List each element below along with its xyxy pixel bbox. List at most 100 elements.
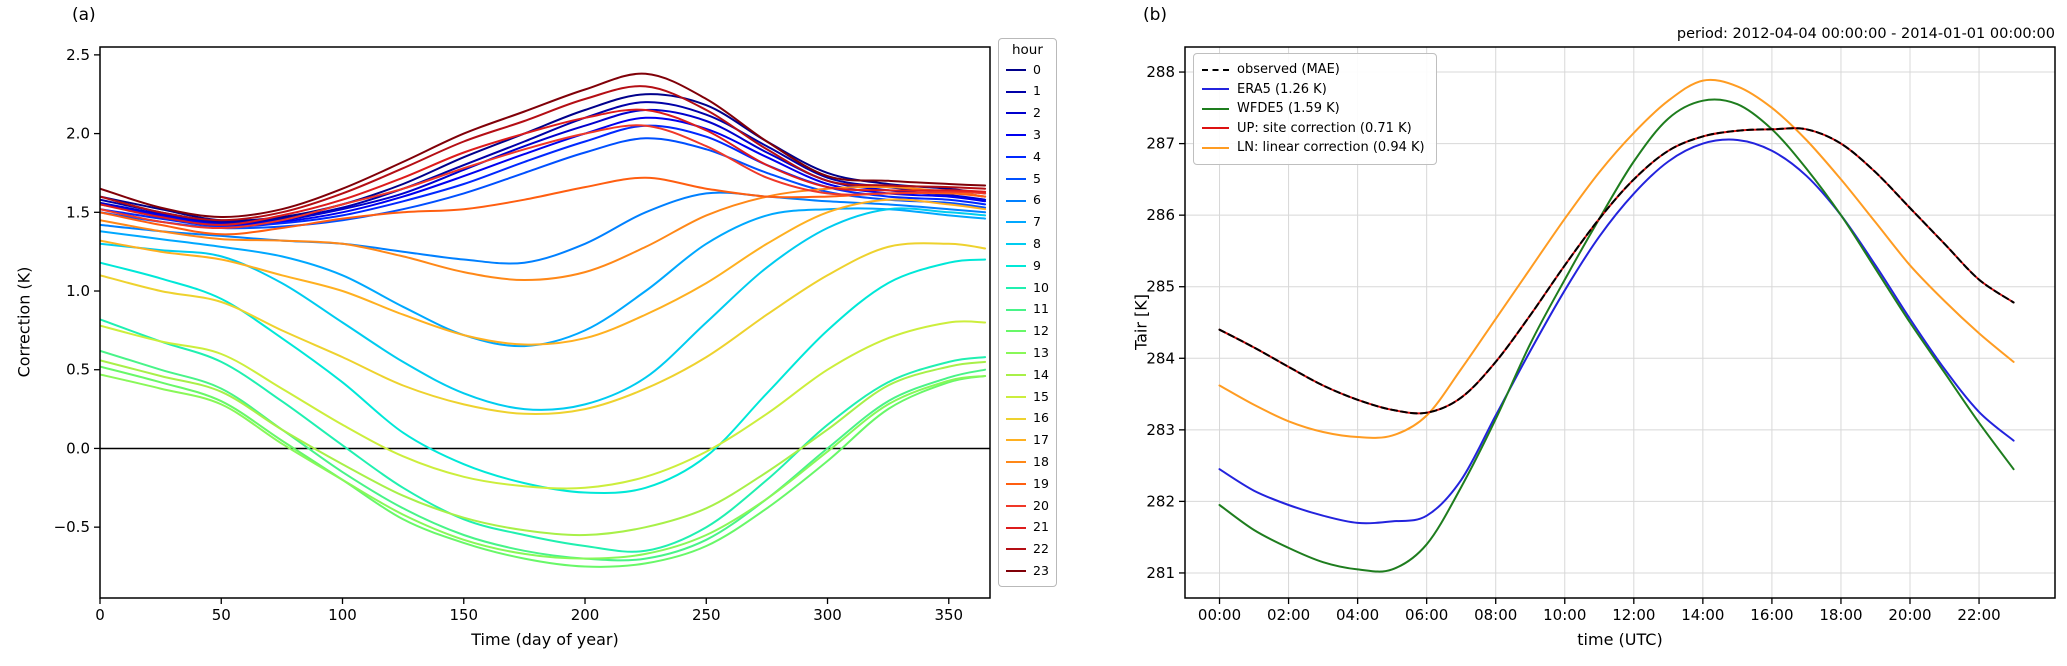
legend-label: 15 bbox=[1033, 388, 1049, 404]
legend-label: 18 bbox=[1033, 453, 1049, 469]
legend-item-hour-21: 21 bbox=[1006, 517, 1049, 539]
legend-label: 23 bbox=[1033, 562, 1049, 578]
series-a-22 bbox=[100, 85, 987, 222]
legend-label: 19 bbox=[1033, 475, 1049, 491]
legend-label: 5 bbox=[1033, 170, 1041, 186]
legend-label: 17 bbox=[1033, 432, 1049, 448]
series-a-17 bbox=[100, 198, 987, 346]
legend-swatch bbox=[1006, 330, 1026, 333]
legend-swatch bbox=[1006, 286, 1026, 289]
legend-label: 3 bbox=[1033, 127, 1041, 143]
y-tick-label: 2.0 bbox=[66, 125, 90, 143]
panel-a-label: (a) bbox=[72, 5, 96, 25]
panel-b-plot: 00:00 02:00 04:00 06:00 08:00 10:00 12:00 14:00… bbox=[1146, 46, 2056, 624]
x-tick-label: 200 bbox=[571, 606, 600, 624]
y-tick-label: 282 bbox=[1146, 492, 1175, 510]
series-b-up-site-correction-0-71-k bbox=[1218, 127, 2015, 415]
legend-label: WFDE5 (1.59 K) bbox=[1237, 101, 1340, 117]
legend-swatch bbox=[1006, 548, 1026, 551]
series-a-13 bbox=[100, 373, 987, 560]
series-b-era5-1-26-k bbox=[1218, 138, 2015, 525]
legend-swatch bbox=[1006, 526, 1026, 529]
legend-label: 10 bbox=[1033, 279, 1049, 295]
legend-item-hour-14: 14 bbox=[1006, 364, 1049, 386]
legend-swatch bbox=[1202, 127, 1229, 130]
legend-item-hour-7: 7 bbox=[1006, 212, 1049, 234]
panel-a-legend-items: 0 1 2 3 4 5 6 7 8 9 10 11 12 13 14 15 16 17 18 19 20 21 22 23 bbox=[1006, 59, 1049, 582]
panel-b-ylabel: Tair [K] bbox=[1131, 293, 1151, 351]
legend-swatch bbox=[1006, 177, 1026, 180]
x-tick-label: 10:00 bbox=[1543, 606, 1586, 624]
legend-label: 6 bbox=[1033, 192, 1041, 208]
x-tick-label: 04:00 bbox=[1336, 606, 1379, 624]
y-tick-label: 286 bbox=[1146, 206, 1175, 224]
panel-a-ylabel: Correction (K) bbox=[14, 266, 34, 378]
legend-swatch bbox=[1006, 90, 1026, 93]
legend-swatch bbox=[1202, 68, 1229, 71]
y-tick-label: 0.0 bbox=[66, 439, 90, 457]
legend-label: 1 bbox=[1033, 83, 1041, 99]
y-tick-label: 0.5 bbox=[66, 361, 90, 379]
legend-item-hour-11: 11 bbox=[1006, 299, 1049, 321]
x-tick-label: 0 bbox=[95, 606, 105, 624]
axes-spines bbox=[99, 46, 991, 599]
legend-label: 21 bbox=[1033, 519, 1049, 535]
y-tick-label: 284 bbox=[1146, 349, 1175, 367]
legend-swatch bbox=[1006, 308, 1026, 311]
legend-item-hour-4: 4 bbox=[1006, 146, 1049, 168]
series-a-14 bbox=[100, 359, 987, 537]
y-tick-label: 287 bbox=[1146, 135, 1175, 153]
x-tick-label: 14:00 bbox=[1681, 606, 1724, 624]
legend-swatch bbox=[1006, 199, 1026, 202]
legend-item-hour-1: 1 bbox=[1006, 81, 1049, 103]
panel-b-title: period: 2012-04-04 00:00:00 - 2014-01-01… bbox=[1676, 26, 2055, 42]
legend-item-hour-9: 9 bbox=[1006, 255, 1049, 277]
legend-item-hour-20: 20 bbox=[1006, 495, 1049, 517]
legend-item-hour-13: 13 bbox=[1006, 342, 1049, 364]
series-a-6 bbox=[100, 191, 987, 265]
series-a-12 bbox=[100, 365, 987, 568]
panel-a: 0 50 100 150 200 250 300 350 −0.5 0.0 0.5 1.0 1.5 2.0… bbox=[14, 5, 1057, 649]
legend-label: 22 bbox=[1033, 541, 1049, 557]
x-tick-label: 00:00 bbox=[1198, 606, 1241, 624]
legend-label: 11 bbox=[1033, 301, 1049, 317]
legend-swatch bbox=[1006, 265, 1026, 268]
legend-item-hour-12: 12 bbox=[1006, 321, 1049, 343]
x-tick-label: 350 bbox=[934, 606, 963, 624]
legend-item-hour-16: 16 bbox=[1006, 408, 1049, 430]
legend-swatch bbox=[1202, 146, 1229, 149]
legend-item-hour-23: 23 bbox=[1006, 560, 1049, 582]
legend-swatch bbox=[1006, 570, 1026, 573]
legend-swatch bbox=[1202, 107, 1229, 110]
x-tick-label: 16:00 bbox=[1750, 606, 1793, 624]
legend-item-ln-linear-correction-0-94-k: LN: linear correction (0.94 K) bbox=[1202, 138, 1425, 158]
series-a-23 bbox=[100, 72, 987, 219]
legend-label: 9 bbox=[1033, 257, 1041, 273]
axes-spines bbox=[1184, 46, 2056, 599]
legend-item-hour-5: 5 bbox=[1006, 168, 1049, 190]
legend-label: 4 bbox=[1033, 148, 1041, 164]
panel-b-xlabel: time (UTC) bbox=[1577, 630, 1663, 649]
series-a-18 bbox=[100, 185, 987, 281]
legend-swatch bbox=[1006, 221, 1026, 224]
legend-item-hour-10: 10 bbox=[1006, 277, 1049, 299]
legend-item-hour-17: 17 bbox=[1006, 430, 1049, 452]
x-tick-label: 100 bbox=[328, 606, 357, 624]
series-a-15 bbox=[100, 320, 987, 490]
legend-label: 7 bbox=[1033, 214, 1041, 230]
legend-swatch bbox=[1006, 461, 1026, 464]
y-tick-label: 281 bbox=[1146, 564, 1175, 582]
panel-b: 00:00 02:00 04:00 06:00 08:00 10:00 12:00 14:00… bbox=[1065, 0, 2067, 666]
legend-label: LN: linear correction (0.94 K) bbox=[1237, 140, 1425, 156]
legend-swatch bbox=[1006, 352, 1026, 355]
legend-item-hour-6: 6 bbox=[1006, 190, 1049, 212]
panel-a-legend: hour 0 1 2 3 4 5 6 7 8 9 10 11 12 13 14 15 16 17 18 19 20 21 2… bbox=[998, 38, 1057, 588]
x-tick-label: 18:00 bbox=[1819, 606, 1862, 624]
series-group bbox=[100, 72, 987, 568]
series-a-16 bbox=[100, 242, 987, 415]
x-tick-label: 250 bbox=[692, 606, 721, 624]
legend-swatch bbox=[1006, 68, 1026, 71]
y-tick-label: 283 bbox=[1146, 421, 1175, 439]
panel-a-plot: 0 50 100 150 200 250 300 350 −0.5 0.0 0.5 1.0 1.5 2.0… bbox=[54, 46, 991, 624]
y-tick-label: 1.5 bbox=[66, 203, 90, 221]
